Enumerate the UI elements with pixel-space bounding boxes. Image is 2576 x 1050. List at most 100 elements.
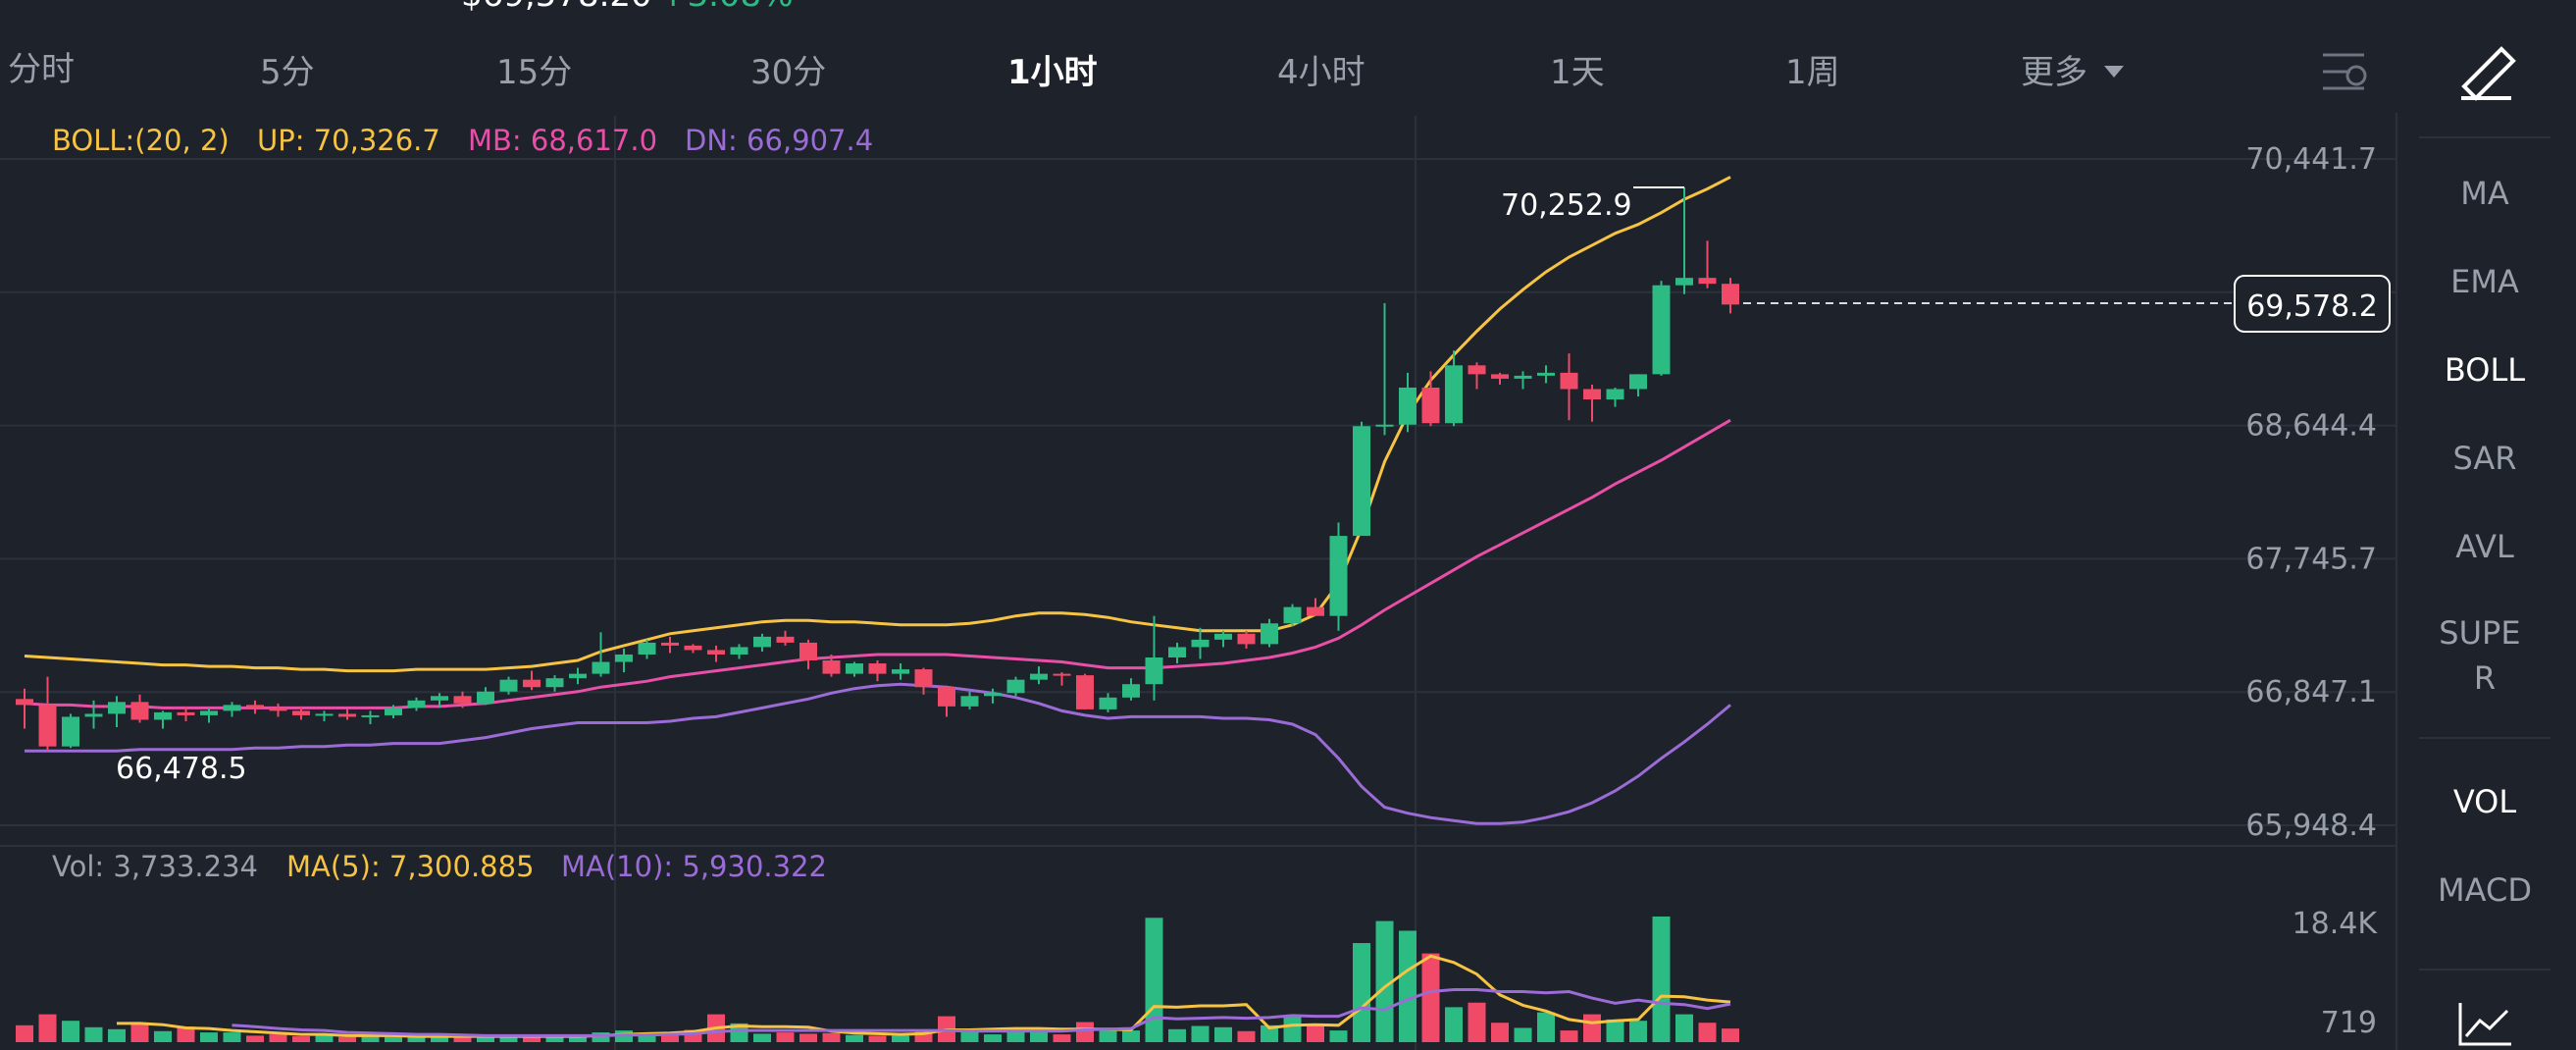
candle[interactable] bbox=[661, 636, 679, 654]
volume-bar[interactable] bbox=[453, 1036, 472, 1042]
tab-15m[interactable]: 15分 bbox=[496, 53, 572, 92]
volume-bar[interactable] bbox=[1214, 1026, 1232, 1042]
volume-bar[interactable] bbox=[177, 1026, 195, 1042]
candle[interactable] bbox=[776, 630, 795, 646]
sidebar-item-boll[interactable]: BOLL bbox=[2445, 351, 2525, 389]
volume-bar[interactable] bbox=[523, 1036, 541, 1042]
candle[interactable] bbox=[1537, 365, 1555, 384]
sidebar-item-ma[interactable]: MA bbox=[2460, 175, 2509, 212]
tab-1w[interactable]: 1周 bbox=[1785, 53, 1840, 92]
tab-1h[interactable]: 1小时 bbox=[1007, 53, 1098, 92]
candle[interactable] bbox=[684, 644, 702, 654]
candle[interactable] bbox=[1329, 522, 1348, 631]
volume-bar[interactable] bbox=[1675, 1014, 1693, 1042]
candle[interactable] bbox=[246, 700, 264, 714]
volume-bar[interactable] bbox=[361, 1036, 380, 1042]
pencil-icon[interactable] bbox=[2461, 46, 2516, 101]
candle[interactable] bbox=[1168, 642, 1186, 664]
volume-bar[interactable] bbox=[385, 1035, 402, 1042]
candle[interactable] bbox=[453, 691, 472, 709]
candle[interactable] bbox=[615, 648, 633, 673]
volume-bar[interactable] bbox=[246, 1035, 264, 1042]
volume-bar[interactable] bbox=[799, 1033, 817, 1042]
volume-bar[interactable] bbox=[292, 1036, 310, 1042]
sidebar-item-avl[interactable]: AVL bbox=[2455, 528, 2514, 565]
volume-bar[interactable] bbox=[960, 1030, 979, 1042]
candle[interactable] bbox=[499, 676, 518, 695]
chevron-down-icon[interactable] bbox=[2104, 66, 2124, 78]
candle[interactable] bbox=[200, 708, 218, 723]
candle[interactable] bbox=[868, 660, 887, 682]
volume-bar[interactable] bbox=[1537, 1012, 1555, 1042]
candle[interactable] bbox=[1583, 384, 1601, 422]
candle[interactable] bbox=[154, 710, 172, 729]
volume-bar[interactable] bbox=[1606, 1019, 1624, 1042]
candle[interactable] bbox=[1053, 672, 1071, 686]
candle[interactable] bbox=[407, 697, 426, 711]
candle[interactable] bbox=[292, 706, 310, 720]
sidebar-item-super[interactable]: SUPE R bbox=[2439, 614, 2530, 697]
candle[interactable] bbox=[1261, 618, 1278, 648]
candle[interactable] bbox=[1468, 362, 1486, 390]
candle[interactable] bbox=[1237, 630, 1256, 649]
candle[interactable] bbox=[707, 645, 725, 662]
candle[interactable] bbox=[1191, 627, 1210, 659]
tab-5m[interactable]: 5分 bbox=[260, 53, 315, 92]
candle[interactable] bbox=[177, 706, 195, 721]
candle[interactable] bbox=[338, 709, 356, 720]
candle[interactable] bbox=[1514, 371, 1532, 390]
volume-bar[interactable] bbox=[730, 1023, 748, 1042]
volume-bar[interactable] bbox=[1261, 1024, 1278, 1042]
candle[interactable] bbox=[1214, 630, 1232, 648]
volume-bar[interactable] bbox=[545, 1036, 564, 1042]
volume-bar[interactable] bbox=[1445, 1007, 1463, 1042]
candle[interactable] bbox=[846, 661, 863, 677]
volume-bar[interactable] bbox=[1722, 1028, 1739, 1042]
volume-bar[interactable] bbox=[1237, 1030, 1256, 1042]
indicator-settings-icon[interactable] bbox=[2323, 53, 2367, 90]
volume-bar[interactable] bbox=[822, 1032, 841, 1042]
volume-bar[interactable] bbox=[1145, 918, 1163, 1042]
volume-bar[interactable] bbox=[1283, 1016, 1302, 1042]
candle[interactable] bbox=[822, 654, 841, 677]
volume-bar[interactable] bbox=[338, 1036, 356, 1042]
candle[interactable] bbox=[84, 700, 103, 729]
candle[interactable] bbox=[1399, 372, 1417, 433]
candle[interactable] bbox=[1698, 240, 1717, 289]
candle[interactable] bbox=[223, 702, 241, 717]
volume-bar[interactable] bbox=[984, 1034, 1002, 1042]
candle[interactable] bbox=[1307, 598, 1324, 616]
candle[interactable] bbox=[1652, 281, 1671, 376]
candle[interactable] bbox=[38, 676, 57, 752]
volume-bar[interactable] bbox=[269, 1034, 287, 1042]
candle[interactable] bbox=[892, 663, 909, 680]
candle[interactable] bbox=[1445, 350, 1463, 427]
candle[interactable] bbox=[1283, 604, 1302, 627]
candle[interactable] bbox=[431, 693, 448, 709]
volume-bar[interactable] bbox=[1399, 930, 1417, 1042]
volume-bar[interactable] bbox=[1353, 943, 1370, 1042]
sidebar-item-vol[interactable]: VOL bbox=[2453, 783, 2517, 820]
volume-bar[interactable] bbox=[16, 1024, 33, 1042]
volume-bar[interactable] bbox=[1099, 1027, 1117, 1042]
candle[interactable] bbox=[361, 710, 380, 725]
candle[interactable] bbox=[1606, 387, 1624, 407]
volume-bar[interactable] bbox=[1329, 1030, 1348, 1042]
volume-bar[interactable] bbox=[1468, 1002, 1486, 1042]
candle[interactable] bbox=[62, 713, 79, 749]
candle[interactable] bbox=[545, 675, 564, 692]
volume-bar[interactable] bbox=[1629, 1021, 1647, 1042]
candle[interactable] bbox=[1030, 666, 1048, 685]
candle[interactable] bbox=[523, 670, 541, 691]
candle[interactable] bbox=[1006, 676, 1025, 697]
sidebar-item-ema[interactable]: EMA bbox=[2450, 263, 2519, 300]
candle[interactable] bbox=[799, 639, 817, 670]
volume-bar[interactable] bbox=[1491, 1023, 1509, 1042]
volume-bar[interactable] bbox=[499, 1036, 518, 1042]
volume-bar[interactable] bbox=[154, 1030, 172, 1042]
volume-bar[interactable] bbox=[1583, 1014, 1601, 1042]
sidebar-item-sar[interactable]: SAR bbox=[2452, 440, 2516, 477]
candle[interactable] bbox=[569, 667, 587, 685]
volume-bar[interactable] bbox=[1168, 1028, 1186, 1042]
volume-bar[interactable] bbox=[569, 1034, 587, 1042]
